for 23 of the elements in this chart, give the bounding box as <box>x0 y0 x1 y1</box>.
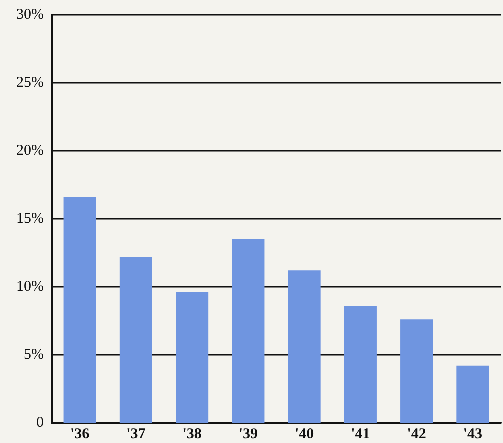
y-tick-label: 0 <box>36 415 44 431</box>
y-tick-label: 15% <box>16 211 44 227</box>
x-tick-label: '38 <box>182 426 202 442</box>
bar <box>344 306 377 423</box>
bar <box>64 197 96 423</box>
y-tick-label: 20% <box>16 143 44 159</box>
x-tick-label: '36 <box>70 426 90 442</box>
x-tick-label: '42 <box>407 426 426 442</box>
x-tick-label: '39 <box>238 426 258 442</box>
bar <box>400 320 434 423</box>
y-tick-label: 10% <box>16 279 44 295</box>
y-tick-label: 30% <box>16 7 44 23</box>
x-tick-label: '40 <box>294 426 314 442</box>
x-tick-label: '37 <box>126 426 146 442</box>
bar <box>288 270 321 423</box>
y-tick-label: 25% <box>16 75 44 91</box>
bar <box>232 239 265 423</box>
bar <box>456 366 490 423</box>
x-tick-label: '41 <box>351 426 370 442</box>
bar <box>176 292 209 423</box>
bar <box>120 257 152 423</box>
y-tick-label: 5% <box>24 347 44 363</box>
x-tick-label: '43 <box>463 426 483 442</box>
